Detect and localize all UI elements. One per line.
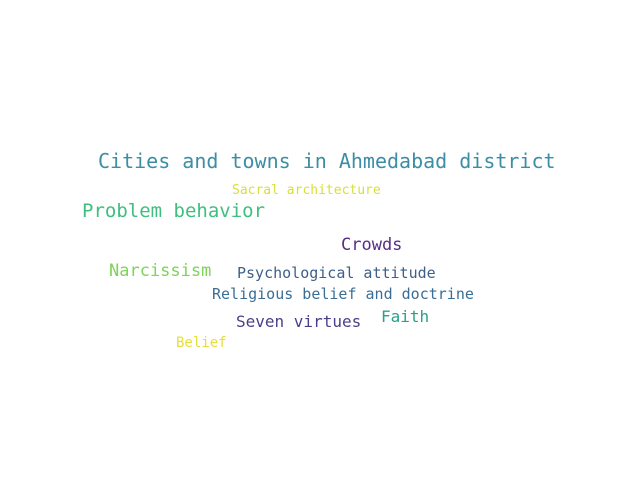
word-cities-and-towns-in-ahmedabad-district: Cities and towns in Ahmedabad district (98, 149, 556, 173)
word-belief: Belief (176, 335, 227, 351)
word-crowds: Crowds (341, 235, 403, 255)
word-psychological-attitude: Psychological attitude (237, 264, 436, 282)
word-problem-behavior: Problem behavior (82, 200, 266, 222)
word-narcissism: Narcissism (109, 261, 212, 281)
word-faith: Faith (381, 307, 430, 326)
word-religious-belief-and-doctrine: Religious belief and doctrine (212, 285, 474, 303)
word-seven-virtues: Seven virtues (236, 312, 362, 331)
word-sacral-architecture: Sacral architecture (232, 183, 381, 198)
